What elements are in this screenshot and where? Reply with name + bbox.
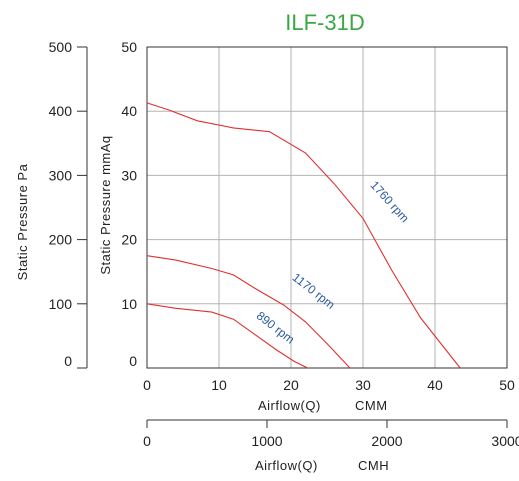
y-tick-label-40: 40 [121, 103, 137, 119]
y-tick-label-20: 20 [121, 232, 137, 248]
x-axis-cmh-unit: CMH [358, 458, 389, 473]
y-axis-mmaq-title: Static Pressure mmAq [98, 135, 113, 274]
x-tick-label-30: 30 [355, 377, 371, 393]
series-label-1170-rpm: 1170 rpm [290, 270, 338, 312]
y-axis-pa: 0 100 200 300 400 500 [49, 39, 88, 369]
x-axis-cmm-title: Airflow(Q) [258, 398, 321, 413]
curve-890-rpm [146, 303, 308, 369]
x2-tick-label-0: 0 [143, 433, 151, 449]
x-axis-cmh-title: Airflow(Q) [255, 458, 318, 473]
x2-tick-label-3000: 3000 [491, 433, 519, 449]
y2-tick-label-400: 400 [49, 103, 73, 119]
curve-1170-rpm [146, 255, 351, 369]
x-tick-label-40: 40 [427, 377, 443, 393]
x-tick-label-10: 10 [211, 377, 227, 393]
y-tick-label-50: 50 [121, 39, 137, 55]
grid-lines [147, 47, 507, 368]
x-tick-label-0: 0 [143, 377, 151, 393]
y-tick-label-30: 30 [121, 167, 137, 183]
x2-tick-label-2000: 2000 [371, 433, 402, 449]
y2-tick-label-500: 500 [49, 39, 73, 55]
y-axis-mmaq-ticks: 0 10 20 30 40 50 [121, 39, 137, 369]
x-axis-cmm-unit: CMM [355, 398, 388, 413]
y-tick-label-0: 0 [129, 353, 137, 369]
series-label-1760-rpm: 1760 rpm [368, 178, 412, 225]
chart-title: ILF-31D [285, 10, 364, 35]
x-tick-label-20: 20 [283, 377, 299, 393]
x-tick-label-50: 50 [499, 377, 515, 393]
y2-tick-label-0: 0 [64, 353, 72, 369]
curve-1760-rpm [146, 102, 461, 369]
y-tick-label-10: 10 [121, 296, 137, 312]
plot-frame [146, 46, 508, 369]
x2-tick-label-1000: 1000 [251, 433, 282, 449]
y2-tick-label-200: 200 [49, 232, 73, 248]
y2-tick-label-300: 300 [49, 167, 73, 183]
y2-tick-label-100: 100 [49, 296, 73, 312]
x-axis-cmh: 0 1000 2000 3000 [143, 419, 519, 449]
y-axis-pa-title: Static Pressure Pa [15, 163, 30, 280]
x-axis-cmm-ticks: 0 10 20 30 40 50 [143, 377, 515, 393]
